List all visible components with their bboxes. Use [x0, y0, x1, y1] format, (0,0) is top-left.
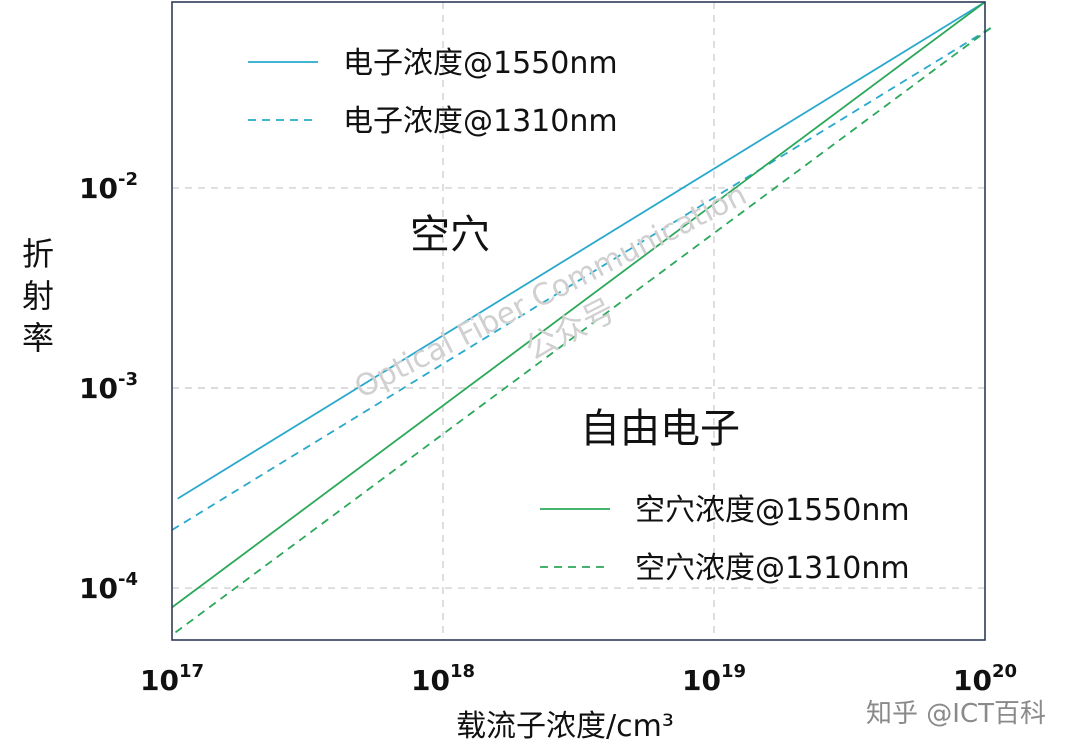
- legend-label: 空穴浓度@1310nm: [635, 551, 910, 586]
- x-tick-label: 1020: [953, 661, 1017, 697]
- plot-frame: [171, 1, 986, 641]
- y-axis-title: 折射率: [22, 235, 54, 357]
- series-line: [171, 1, 986, 609]
- y-axis-title-text: 折射率: [22, 235, 54, 357]
- series-lines: [171, 1, 992, 634]
- series-line: [174, 27, 992, 634]
- series-line: [171, 27, 992, 531]
- y-tick-label: 10-2: [79, 169, 138, 205]
- grid: [172, 2, 985, 640]
- x-tick-label: 1017: [140, 661, 204, 697]
- annotation-free-electron: 自由电子: [580, 406, 740, 452]
- x-tick-labels: 1017 1018 1019 1020: [140, 661, 1017, 697]
- annotation-hole: 空穴: [410, 212, 490, 258]
- x-tick-label: 1018: [411, 661, 475, 697]
- y-tick-label: 10-4: [79, 569, 138, 605]
- x-axis-title: 载流子浓度/cm³: [456, 709, 674, 744]
- x-tick-label: 1019: [682, 661, 746, 697]
- legend: 电子浓度@1550nm 电子浓度@1310nm 空穴浓度@1550nm 空穴浓度@13…: [248, 46, 910, 586]
- legend-label: 空穴浓度@1550nm: [635, 493, 910, 528]
- site-credit: 知乎 @ICT百科: [866, 699, 1046, 729]
- y-tick-labels: 10-4 10-3 10-2: [79, 169, 138, 605]
- legend-label: 电子浓度@1310nm: [343, 104, 618, 139]
- y-tick-label: 10-3: [79, 369, 138, 405]
- legend-label: 电子浓度@1550nm: [343, 46, 618, 81]
- series-line: [177, 1, 986, 500]
